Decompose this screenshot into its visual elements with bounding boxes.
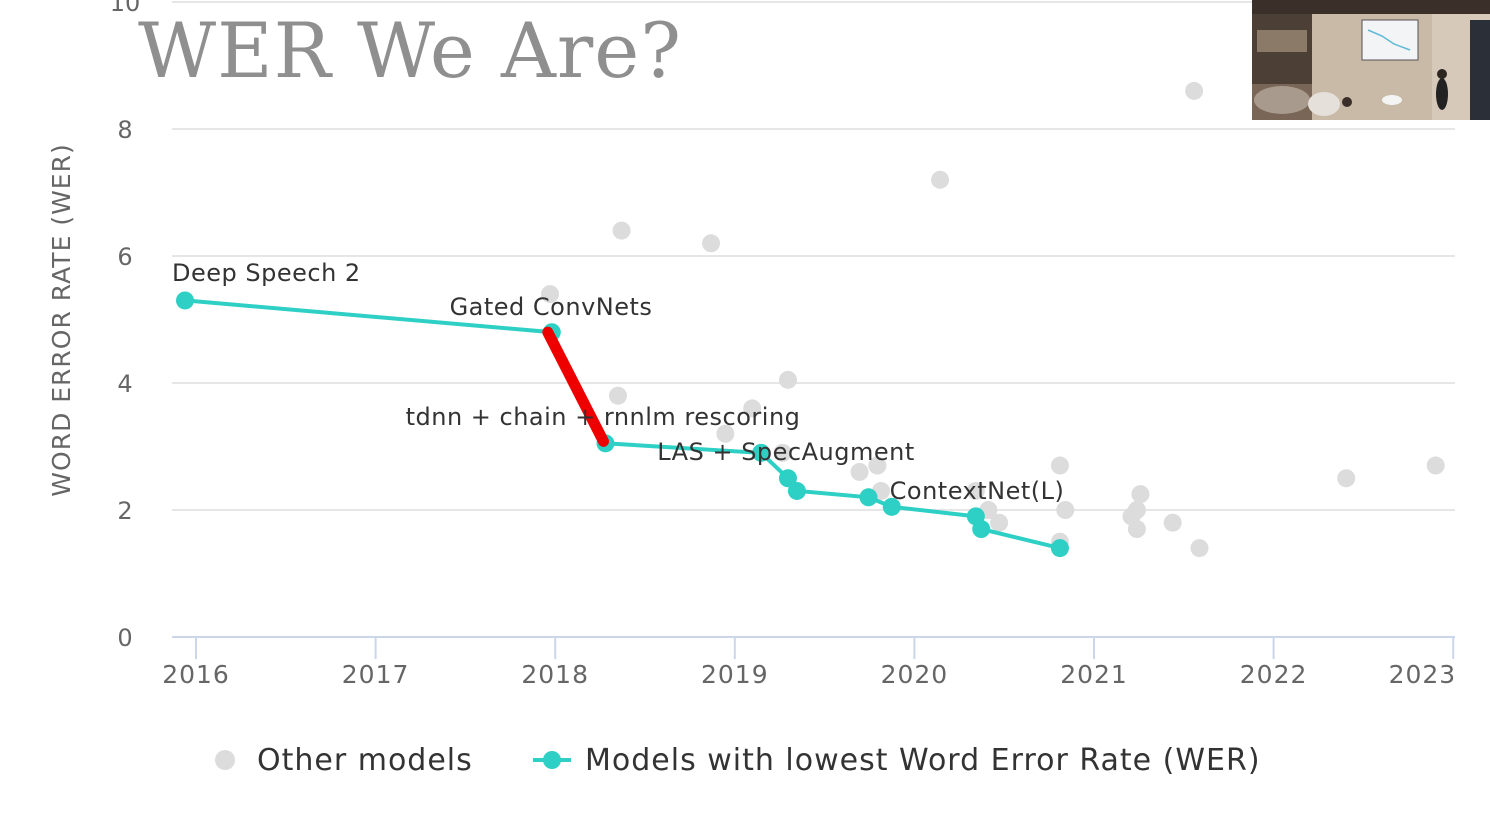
- other-model-point[interactable]: [1163, 513, 1182, 532]
- other-model-point[interactable]: [990, 513, 1009, 532]
- point-annotation: Deep Speech 2: [172, 259, 361, 287]
- slide-title: WER We Are?: [138, 6, 682, 95]
- other-model-point[interactable]: [1337, 469, 1356, 488]
- other-model-point[interactable]: [608, 386, 627, 405]
- y-tick-label: 10: [110, 0, 141, 17]
- point-annotation: LAS + SpecAugment: [657, 438, 915, 466]
- x-tick-label: 2020: [881, 660, 949, 689]
- grid-lines: [172, 1, 1455, 511]
- other-model-point[interactable]: [1127, 501, 1146, 519]
- best-model-point[interactable]: [859, 488, 878, 507]
- legend-item-other-models[interactable]: Other models: [215, 743, 473, 778]
- best-model-point[interactable]: [882, 497, 901, 516]
- best-model-point[interactable]: [176, 291, 194, 310]
- other-model-point[interactable]: [1056, 501, 1075, 519]
- point-annotation: ContextNet(L): [890, 477, 1065, 505]
- other-model-point[interactable]: [778, 370, 797, 389]
- x-tick-label: 2016: [162, 660, 230, 689]
- x-tick-label: 2021: [1060, 660, 1128, 689]
- legend-symbol-best: [543, 751, 561, 769]
- other-model-point[interactable]: [1131, 485, 1150, 504]
- x-tick-label: 2017: [342, 660, 410, 689]
- other-model-point[interactable]: [1050, 456, 1069, 475]
- other-model-point[interactable]: [743, 399, 762, 418]
- other-model-point[interactable]: [773, 443, 792, 462]
- legend-symbol-other: [215, 750, 235, 770]
- y-tick-label: 8: [117, 116, 132, 144]
- y-tick-label: 0: [117, 624, 132, 652]
- x-tick-label: 2022: [1240, 660, 1308, 689]
- x-tick-label: 2018: [521, 660, 589, 689]
- x-axis: 2016 2017 2018 2019 2020 2021 2022 2023: [162, 636, 1457, 689]
- other-model-point[interactable]: [541, 285, 560, 304]
- y-tick-label: 2: [117, 497, 132, 525]
- x-tick-label: 2019: [701, 660, 769, 689]
- highlight-segment: [542, 326, 609, 447]
- y-axis-label: WORD ERROR RATE (WER): [47, 143, 76, 496]
- point-annotation: tdnn + chain + rnnlm rescoring: [406, 403, 801, 431]
- other-model-point[interactable]: [931, 170, 950, 189]
- other-model-point[interactable]: [702, 234, 721, 253]
- other-model-point[interactable]: [850, 462, 869, 481]
- x-tick-label: 2023: [1389, 660, 1457, 689]
- other-model-point[interactable]: [1127, 520, 1146, 539]
- y-tick-label: 6: [117, 243, 132, 271]
- other-model-point[interactable]: [966, 481, 985, 500]
- legend[interactable]: Other models Models with lowest Word Erro…: [215, 743, 1261, 778]
- other-model-point[interactable]: [1426, 456, 1445, 475]
- legend-label-best: Models with lowest Word Error Rate (WER): [585, 743, 1261, 778]
- highlight-red-line: [542, 326, 609, 447]
- legend-item-best-models[interactable]: Models with lowest Word Error Rate (WER): [533, 743, 1261, 778]
- best-model-point[interactable]: [787, 481, 806, 500]
- other-model-point[interactable]: [1190, 539, 1209, 558]
- best-model-point[interactable]: [1050, 539, 1069, 558]
- other-model-point[interactable]: [612, 221, 631, 240]
- other-model-point[interactable]: [868, 456, 887, 475]
- annotations: Deep Speech 2 Gated ConvNets tdnn + chain …: [172, 259, 1064, 505]
- y-axis: 0 2 4 6 8 10: [110, 0, 141, 652]
- point-annotation: Gated ConvNets: [450, 293, 653, 321]
- legend-label-other: Other models: [257, 743, 473, 778]
- other-model-point[interactable]: [716, 424, 735, 443]
- y-tick-label: 4: [117, 370, 132, 398]
- best-model-point[interactable]: [752, 443, 771, 462]
- best-model-point[interactable]: [778, 469, 797, 488]
- other-model-point[interactable]: [1185, 81, 1204, 100]
- presenter-video-inset: [1252, 0, 1490, 120]
- presenter-video-icon: [1252, 0, 1490, 120]
- best-model-point[interactable]: [972, 520, 991, 539]
